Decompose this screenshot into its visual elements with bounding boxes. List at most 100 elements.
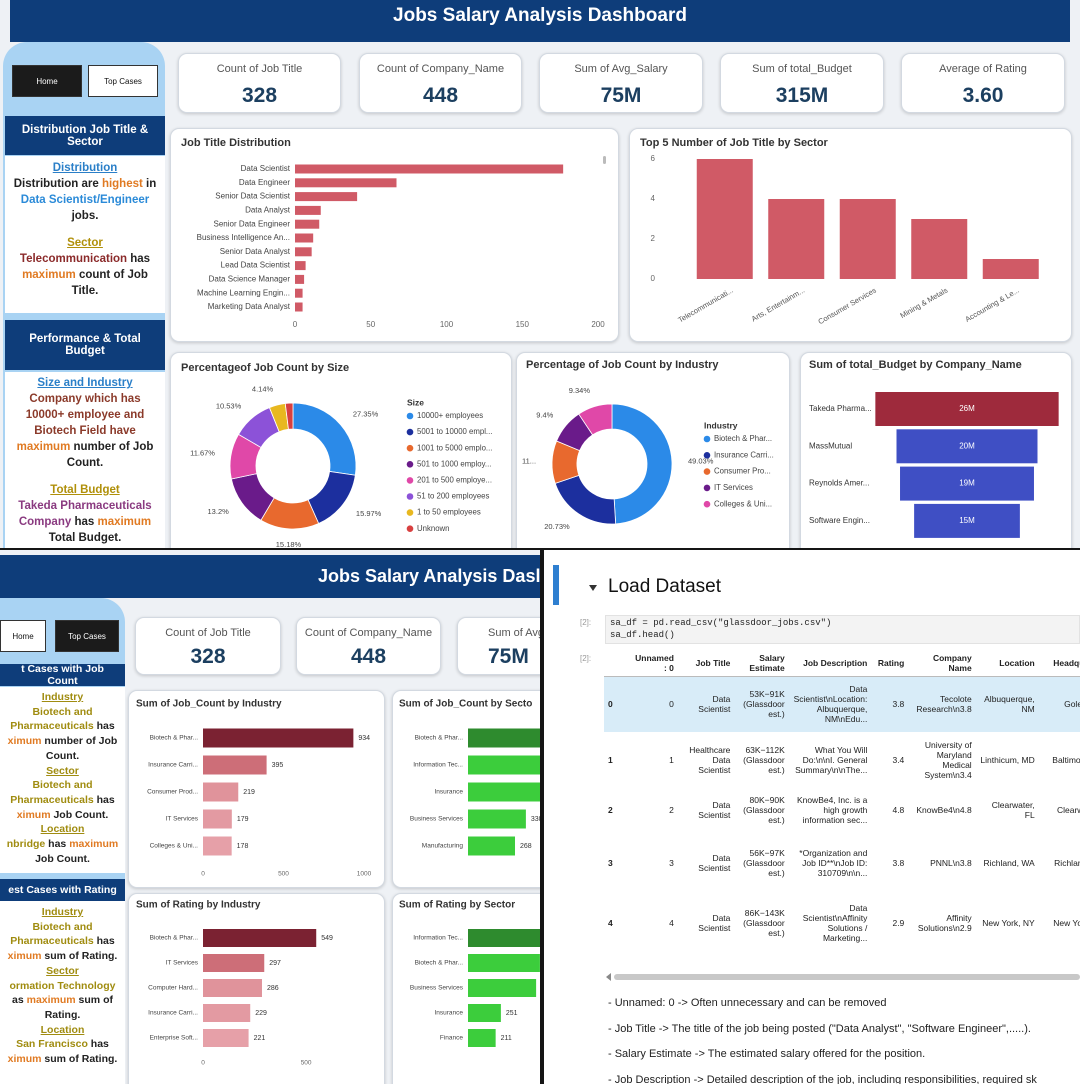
kpi-label: Count of Job Title [165, 627, 251, 639]
category-label: Computer Hard... [148, 985, 198, 992]
x-tick-label: 0 [201, 871, 205, 878]
sidebar-line: Takeda Pharmaceuticals [5, 498, 165, 514]
markdown-line: - Salary Estimate -> The estimated salar… [608, 1048, 926, 1060]
sidebar-line: as maximum sum of [0, 993, 125, 1008]
bar [203, 954, 265, 972]
legend-swatch [406, 493, 414, 500]
sidebar-line: Pharmaceuticals has [0, 934, 125, 949]
category-label: Insurance [434, 789, 463, 796]
sidebar-text: has [71, 516, 98, 528]
category-label: Consumer Prod... [147, 789, 198, 796]
nav-button[interactable]: Home [0, 620, 46, 652]
data-label: 11... [522, 457, 536, 466]
kpi-value: 328 [190, 645, 226, 668]
scrollbar[interactable] [614, 974, 1080, 980]
chart-title: Percentageof Job Count by Size [181, 362, 349, 374]
category-label: Business Services [410, 816, 464, 823]
scroll-arrow[interactable] [605, 973, 613, 981]
table-cell: 63K−112K (Glassdoor est.) [743, 744, 785, 775]
bar [203, 782, 239, 802]
legend-label: 10000+ employees [417, 411, 483, 420]
header-row: Unnamed: 0 Job Title Salary Estimate Job De… [604, 650, 1080, 677]
nav-button[interactable]: Top Cases [88, 65, 158, 97]
sidebar-text: Job Count. [50, 808, 109, 821]
sidebar-text: ximum [7, 950, 42, 963]
chart-card [170, 128, 619, 342]
sidebar-heading: Performance & Total Budget [5, 320, 165, 370]
bar [468, 1029, 496, 1047]
sidebar-body: Industry Biotech and Pharmaceuticals has xi… [0, 687, 125, 873]
sidebar-line: San Francisco has [0, 1037, 125, 1052]
data-label: 268 [520, 843, 532, 850]
bar [295, 192, 358, 202]
column-header: Job Description [788, 650, 872, 677]
title-text: Jobs Salary Analysis Dashboard [393, 5, 687, 26]
sidebar-text: number of Job [41, 735, 118, 748]
bar [468, 809, 526, 829]
legend-swatch [406, 428, 414, 436]
kpi-value: 315M [775, 84, 829, 107]
bar [295, 288, 303, 298]
bar [203, 809, 232, 829]
chart-title: Sum of Rating by Industry [136, 900, 261, 911]
sidebar-line: ormation Technology [0, 979, 125, 994]
table-row: 0 0 Data Scientist 53K−91K (Glassdoor est.)… [604, 676, 1080, 732]
chart-title: Sum of Job_Count by Industry [136, 699, 282, 710]
row-index: 1 [608, 754, 613, 765]
sidebar-text: has [93, 935, 115, 948]
data-label: 9.4% [536, 411, 553, 420]
data-label: 15.18% [276, 540, 302, 548]
legend-label: Biotech & Phar... [714, 434, 772, 443]
x-tick-label: 1000 [357, 871, 372, 878]
legend-swatch [406, 412, 414, 420]
kpi-card: Sum of total_Budget 315M [720, 53, 884, 113]
sidebar-text: nbridge [6, 838, 46, 851]
x-tick-label: 200 [591, 320, 605, 329]
bar [295, 205, 321, 215]
sidebar-line: nbridge has maximum [0, 837, 125, 852]
nav-button[interactable]: Top Cases [55, 620, 119, 652]
button-label: Home [12, 631, 34, 641]
sidebar-line: Pharmaceuticals has [0, 719, 125, 734]
collapse-arrow[interactable] [588, 583, 598, 593]
code-line: sa_df = pd.read_csv("glassdoor_jobs.csv"… [610, 618, 832, 628]
bar [468, 782, 540, 802]
kpi-label: Sum of Avg_Salary [574, 63, 668, 75]
sidebar-line: Count. [0, 749, 125, 764]
sidebar-line: Sector [5, 235, 165, 251]
sidebar-line: Biotech and [0, 705, 125, 720]
legend-swatch [406, 525, 414, 532]
category-label: Marketing Data Analyst [208, 302, 291, 311]
sidebar-body: Industry Biotech and Pharmaceuticals has xi… [0, 901, 125, 1084]
x-tick-label: Consumer Services [817, 286, 878, 327]
table-cell: 2 [669, 804, 674, 815]
kpi-value: 448 [422, 84, 459, 107]
sidebar-text: has [127, 253, 151, 265]
data-label: 219 [243, 789, 255, 796]
charts-layer: Sum of Job_Count by Industry Biotech & Ph… [136, 699, 540, 1067]
sidebar-line: maximum count of Job [5, 267, 165, 283]
column-header: Salary Estimate [734, 650, 789, 677]
sidebar-line: Data Scientist/Engineer [5, 192, 165, 208]
bar [911, 219, 968, 279]
cell-indicator [553, 565, 559, 605]
category-label: Senior Data Scientist [215, 192, 290, 201]
funnel-bar [900, 466, 1034, 501]
nav-button[interactable]: Home [12, 65, 82, 97]
sidebar-line: 10000+ employee and [5, 407, 165, 423]
legend-title: Size [407, 397, 424, 407]
x-tick-label: 0 [201, 1060, 205, 1067]
sidebar-line: Job Count. [0, 852, 125, 867]
category-label: IT Services [166, 816, 199, 823]
x-tick-label: Mining & Metals [899, 286, 950, 321]
input-prompt: [2]: [580, 618, 592, 627]
table-cell: 3.8 [892, 858, 905, 868]
table-cell: Goleta, C [1064, 699, 1080, 710]
chart-title: Sum of Job_Count by Secto [399, 699, 532, 710]
table-cell: 80K−90K (Glassdoor est.) [743, 794, 785, 825]
sidebar-line: Company has maximum [5, 514, 165, 530]
legend-swatch [703, 500, 711, 508]
sidebar-text: Sector [46, 964, 79, 977]
sidebar-text: sum of [75, 994, 113, 1007]
sidebar-text: ormation Technology [9, 979, 116, 992]
